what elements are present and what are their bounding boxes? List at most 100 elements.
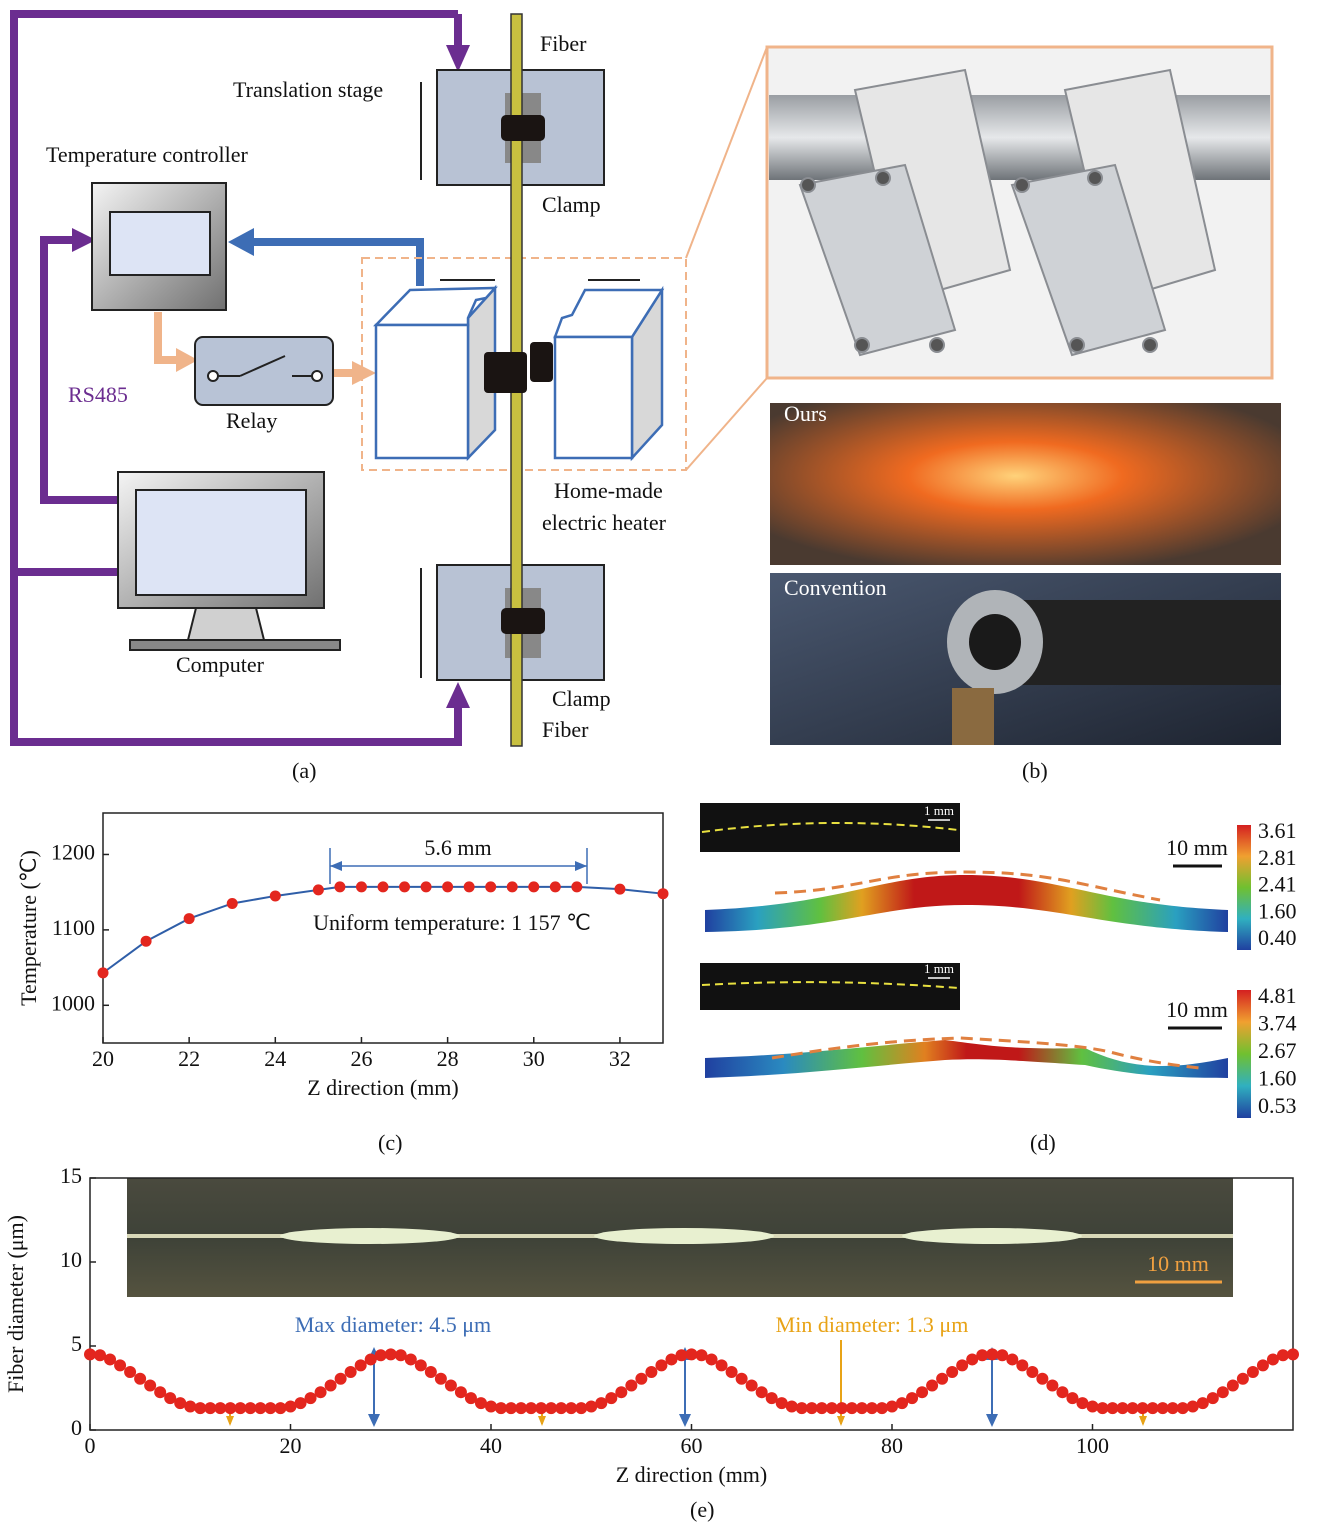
colorbar-label: 0.40 xyxy=(1258,925,1297,950)
x-tick-label: 26 xyxy=(350,1046,372,1071)
point xyxy=(227,898,238,909)
point xyxy=(1046,1379,1058,1391)
point xyxy=(575,1402,587,1414)
x-axis-label: Z direction (mm) xyxy=(616,1462,768,1487)
label: Ours xyxy=(784,401,827,426)
point xyxy=(378,881,389,892)
photo-ours xyxy=(770,403,1281,565)
x-tick-label: 22 xyxy=(178,1046,200,1071)
point xyxy=(425,1366,437,1378)
point xyxy=(421,881,432,892)
point xyxy=(1026,1366,1038,1378)
point xyxy=(334,881,345,892)
point xyxy=(615,1386,627,1398)
colorbar-label: 1.60 xyxy=(1258,1066,1297,1091)
point xyxy=(716,1359,728,1371)
point xyxy=(325,1379,337,1391)
colorbar-label: 0.53 xyxy=(1258,1093,1297,1118)
x-tick-label: 80 xyxy=(881,1433,903,1458)
caption: (e) xyxy=(690,1497,714,1522)
caption: (d) xyxy=(1030,1130,1056,1155)
scale-label: 10 mm xyxy=(1147,1251,1209,1276)
zoom-line xyxy=(686,47,767,258)
x-tick-label: 0 xyxy=(85,1433,96,1458)
point xyxy=(485,881,496,892)
monitor-base xyxy=(130,640,340,650)
point xyxy=(736,1373,748,1385)
point xyxy=(485,1400,497,1412)
point xyxy=(746,1379,758,1391)
point xyxy=(445,1379,457,1391)
label: Fiber xyxy=(542,717,589,742)
label: Clamp xyxy=(542,192,601,217)
label: RS485 xyxy=(68,382,128,407)
annotation: Min diameter: 1.3 μm xyxy=(776,1312,969,1337)
point xyxy=(144,1379,156,1391)
point xyxy=(658,888,669,899)
point xyxy=(571,881,582,892)
point xyxy=(926,1379,938,1391)
point xyxy=(645,1366,657,1378)
point xyxy=(1217,1386,1229,1398)
point xyxy=(605,1392,617,1404)
x-tick-label: 100 xyxy=(1076,1433,1109,1458)
point xyxy=(916,1386,928,1398)
point xyxy=(184,913,195,924)
point xyxy=(1036,1373,1048,1385)
scale-label: 10 mm xyxy=(1166,835,1228,860)
point xyxy=(756,1386,768,1398)
x-tick-label: 60 xyxy=(681,1433,703,1458)
annotation: Uniform temperature: 1 157 ℃ xyxy=(313,910,591,935)
heater-clamp xyxy=(484,352,527,393)
point xyxy=(786,1400,798,1412)
y-tick-label: 1000 xyxy=(51,990,95,1015)
heater-left xyxy=(376,288,495,458)
y-tick-label: 5 xyxy=(71,1331,82,1356)
colorbar-label: 3.74 xyxy=(1258,1011,1297,1036)
point xyxy=(550,881,561,892)
point xyxy=(184,1400,196,1412)
x-tick-label: 28 xyxy=(437,1046,459,1071)
point xyxy=(625,1379,637,1391)
label: Translation stage xyxy=(233,77,383,102)
caption: (b) xyxy=(1022,758,1048,783)
scale-label: 1 mm xyxy=(924,961,954,976)
point xyxy=(1237,1373,1249,1385)
arrow-head xyxy=(228,228,254,256)
monitor-screen xyxy=(136,490,306,595)
colorbar-label: 2.41 xyxy=(1258,872,1297,897)
colorbar-label: 1.60 xyxy=(1258,898,1297,923)
point xyxy=(1287,1348,1299,1360)
y-tick-label: 1200 xyxy=(51,840,95,865)
point xyxy=(726,1366,738,1378)
point xyxy=(1016,1359,1028,1371)
point xyxy=(635,1373,647,1385)
point xyxy=(1207,1392,1219,1404)
label: Convention xyxy=(784,575,887,600)
point xyxy=(104,1353,116,1365)
point xyxy=(1006,1353,1018,1365)
point xyxy=(124,1366,136,1378)
point xyxy=(906,1392,918,1404)
point xyxy=(313,884,324,895)
colorbar-label: 2.67 xyxy=(1258,1038,1297,1063)
point xyxy=(134,1373,146,1385)
point xyxy=(507,881,518,892)
point xyxy=(956,1359,968,1371)
y-axis-label: Fiber diameter (μm) xyxy=(3,1215,28,1393)
point xyxy=(345,1366,357,1378)
point xyxy=(274,1402,286,1414)
colorbar-label: 3.61 xyxy=(1258,818,1297,843)
clamp xyxy=(501,115,545,141)
point xyxy=(1177,1402,1189,1414)
fiber-image xyxy=(127,1178,1233,1297)
label: Home-made xyxy=(554,478,663,503)
y-tick-label: 10 xyxy=(60,1247,82,1272)
label: Temperature controller xyxy=(46,142,249,167)
annotation: Max diameter: 4.5 μm xyxy=(295,1312,491,1337)
label: Computer xyxy=(176,652,265,677)
y-tick-label: 15 xyxy=(60,1163,82,1188)
point xyxy=(335,1373,347,1385)
point xyxy=(435,1373,447,1385)
point xyxy=(706,1353,718,1365)
